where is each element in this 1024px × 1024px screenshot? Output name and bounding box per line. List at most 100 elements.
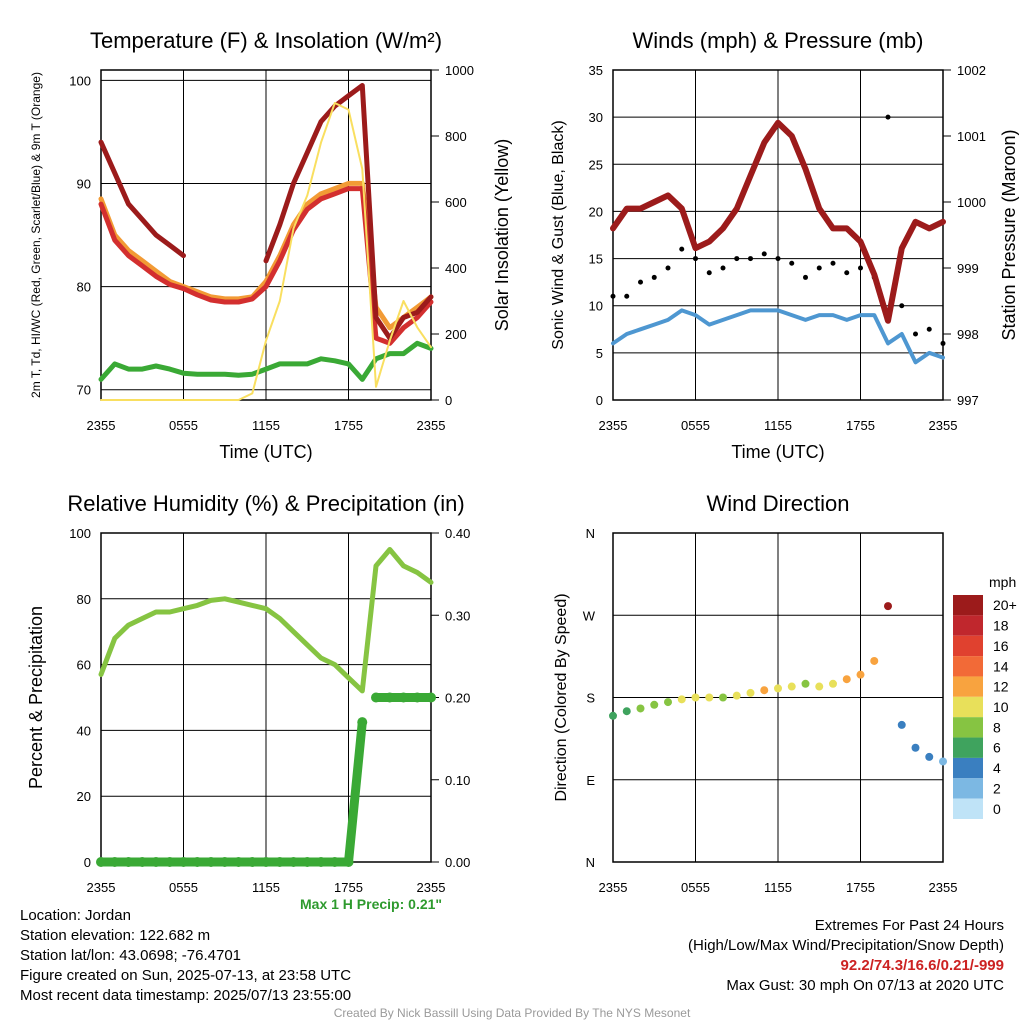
y-tick-label: 5 — [596, 346, 603, 361]
series-gust-point — [679, 246, 685, 252]
credit-line: Created By Nick Bassill Using Data Provi… — [333, 1006, 691, 1020]
figure-created: Figure created on Sun, 2025-07-13, at 23… — [20, 967, 352, 984]
x-tick-label: 1155 — [252, 880, 280, 895]
colorbar-swatch — [953, 717, 983, 738]
series-precip-point — [357, 717, 368, 728]
x-tick-label: 1755 — [846, 418, 875, 433]
max-gust: Max Gust: 30 mph On 07/13 at 2020 UTC — [726, 977, 1004, 994]
y-right-tick-label: 0 — [445, 393, 452, 408]
y-right-tick-label: 1000 — [957, 195, 986, 210]
y-right-tick-label: 0.10 — [445, 773, 470, 788]
direction-point — [760, 686, 769, 695]
series-precip-point — [261, 857, 271, 867]
direction-point — [622, 707, 631, 716]
y-right-tick-label: 999 — [957, 261, 979, 276]
colorbar-swatch — [953, 635, 983, 657]
series-gust-point — [651, 274, 657, 280]
series-precip-point — [426, 692, 436, 703]
y-right-tick-label: 997 — [957, 393, 979, 408]
series-gust-point — [624, 293, 630, 299]
y-right-tick-label: 1001 — [957, 129, 986, 144]
direction-point — [925, 752, 934, 761]
y-tick-label: 60 — [77, 658, 91, 673]
direction-point — [664, 698, 672, 707]
direction-point — [677, 695, 686, 704]
x-axis-label: Time (UTC) — [731, 442, 824, 462]
series-precip-point — [137, 857, 148, 867]
series-gust-point — [913, 331, 918, 337]
direction-point — [897, 720, 906, 729]
chart-title: Wind Direction — [706, 491, 849, 516]
station-info: Location: Jordan Station elevation: 122.… — [20, 906, 351, 1006]
colorbar-label: 6 — [993, 740, 1001, 756]
series-pressure — [610, 119, 946, 324]
colorbar-label: 16 — [993, 638, 1009, 654]
y-tick-label: 0 — [84, 855, 91, 870]
y-axis-label-left: Direction (Colored By Speed) — [553, 593, 570, 801]
series-rh — [98, 547, 434, 694]
series-gust-point — [638, 279, 643, 285]
series-precip-point — [288, 857, 299, 867]
chart-title: Relative Humidity (%) & Precipitation (i… — [67, 491, 464, 516]
series-precip-point — [384, 692, 395, 703]
extremes-legend: (High/Low/Max Wind/Precipitation/Snow De… — [688, 937, 1004, 954]
x-tick-label: 2355 — [417, 418, 446, 433]
series-gust-point — [775, 256, 781, 262]
x-tick-label: 2355 — [87, 418, 116, 433]
series-gust-point — [803, 274, 808, 280]
x-tick-label: 1155 — [764, 418, 792, 433]
x-tick-label: 0555 — [169, 418, 198, 433]
series-precip-point — [96, 857, 106, 867]
y-tick-label: 10 — [589, 299, 603, 314]
chart-title: Winds (mph) & Pressure (mb) — [633, 28, 924, 53]
series-gust-point — [844, 270, 850, 276]
y-tick-label: E — [586, 773, 595, 788]
y-right-tick-label: 1002 — [957, 63, 986, 78]
series-precip-point — [151, 857, 161, 867]
x-tick-label: 2355 — [87, 880, 116, 895]
colorbar-swatch — [953, 696, 983, 718]
direction-point — [774, 684, 782, 693]
extremes-title: Extremes For Past 24 Hours — [814, 917, 1004, 934]
series-precip-point — [398, 692, 409, 703]
direction-point — [842, 675, 851, 684]
x-tick-label: 1755 — [846, 880, 875, 895]
x-tick-label: 1155 — [764, 880, 792, 895]
x-tick-label: 2355 — [417, 880, 446, 895]
extremes-values: 92.2/74.3/16.6/0.21/-999 — [840, 957, 1004, 974]
max-precip-note: Max 1 H Precip: 0.21" — [300, 896, 443, 912]
series-temp — [98, 186, 434, 346]
x-tick-label: 2355 — [599, 418, 628, 433]
y-axis-label-right: Solar Insolation (Yellow) — [492, 139, 512, 331]
series-gust-point — [858, 265, 863, 271]
series-precip-point — [247, 857, 258, 867]
x-tick-label: 2355 — [599, 880, 628, 895]
y-tick-label: 70 — [77, 383, 91, 398]
series-precip-point — [219, 857, 230, 867]
colorbar-swatch — [953, 656, 983, 677]
y-right-tick-label: 400 — [445, 261, 467, 276]
series-gust-point — [706, 270, 712, 276]
y-tick-label: 80 — [77, 280, 91, 295]
series-precip-point — [109, 857, 120, 867]
colorbar-label: 12 — [993, 679, 1009, 695]
series-gust-point — [899, 303, 905, 309]
direction-point — [732, 691, 741, 700]
y-right-tick-label: 600 — [445, 195, 467, 210]
recent-timestamp: Most recent data timestamp: 2025/07/13 2… — [20, 987, 352, 1004]
direction-point — [787, 682, 796, 691]
series-gust-point — [940, 340, 946, 346]
direction-point — [691, 693, 700, 702]
y-axis-label-left: Sonic Wind & Gust (Blue, Black) — [550, 120, 567, 349]
series-precip-point — [329, 857, 340, 867]
y-axis-label-left: 2m T, Td, HI/WC (Red, Green, Scarlet/Blu… — [29, 72, 43, 398]
y-tick-label: 15 — [589, 252, 603, 267]
series-gust-point — [720, 265, 726, 271]
series-precip-point — [178, 857, 189, 867]
series-gust-point — [748, 256, 753, 262]
y-tick-label: 35 — [589, 63, 603, 78]
direction-point — [746, 688, 755, 697]
colorbar-swatch — [953, 615, 983, 636]
series-precip-point — [123, 857, 134, 867]
